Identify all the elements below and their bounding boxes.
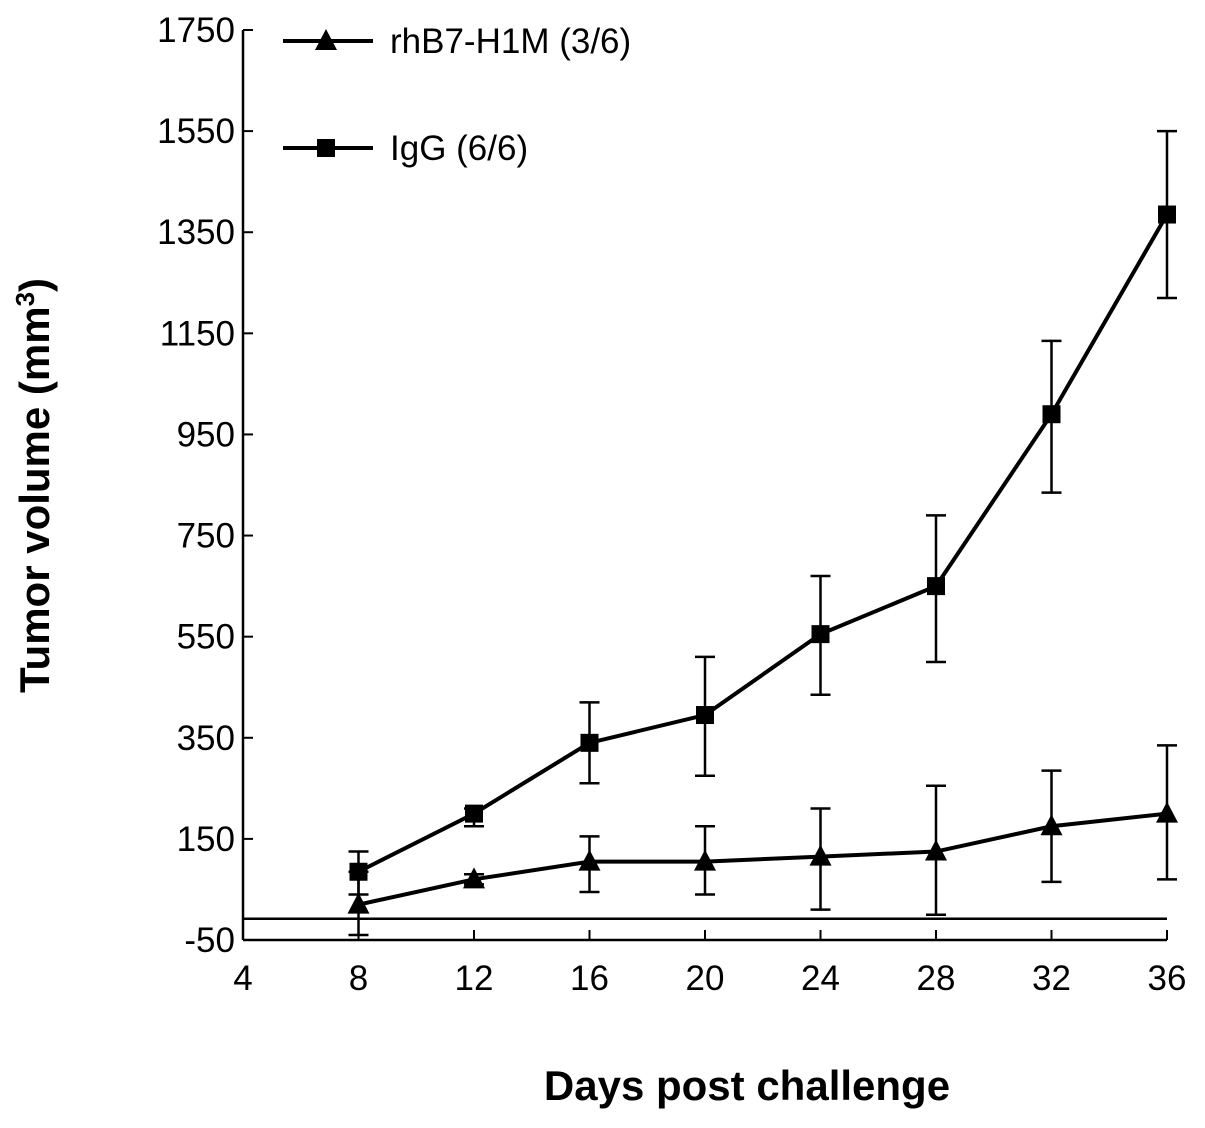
series-line-square (357, 213, 1169, 874)
x-tick-label-2: 12 (455, 959, 494, 998)
legend-label-square: IgG (6/6) (390, 129, 528, 168)
data-point-square-1 (465, 804, 483, 823)
series-triangle (347, 744, 1178, 937)
data-point-triangle-1 (463, 867, 485, 889)
legend-marker-triangle (315, 29, 337, 50)
data-point-triangle-2 (578, 849, 601, 871)
data-point-square-2 (580, 733, 599, 752)
data-point-square-6 (1042, 405, 1061, 424)
x-tick-label-7: 32 (1032, 959, 1071, 998)
y-tick-label-1: 150 (177, 820, 235, 859)
y-tick-label-5: 950 (177, 415, 235, 454)
data-point-square-7 (1158, 205, 1176, 224)
series-line-triangle (358, 811, 1168, 907)
x-tick-label-8: 36 (1148, 959, 1187, 998)
y-tick-label-7: 1350 (157, 213, 235, 252)
y-tick-label-4: 750 (177, 517, 235, 556)
legend-marker-square (317, 139, 335, 157)
y-axis-title-text: Tumor volume (mm (11, 305, 58, 693)
legend-label-triangle: rhB7-H1M (3/6) (390, 22, 631, 61)
x-tick-label-1: 8 (349, 959, 368, 998)
data-point-triangle-3 (694, 849, 716, 871)
x-tick-label-0: 4 (233, 959, 252, 998)
x-tick-label-3: 16 (570, 959, 609, 998)
y-tick-label-3: 550 (177, 618, 235, 657)
y-axis-title-close: ) (11, 277, 58, 292)
data-point-triangle-5 (925, 839, 947, 861)
series-square (348, 129, 1177, 896)
series-layer (347, 129, 1178, 937)
x-tick-label-4: 20 (686, 959, 725, 998)
data-point-triangle-7 (1156, 801, 1178, 823)
data-point-triangle-4 (809, 844, 832, 866)
x-axis-title: Days post challenge (544, 1062, 950, 1109)
x-tick-label-6: 28 (917, 959, 956, 998)
x-tick-label-5: 24 (801, 959, 840, 998)
data-point-triangle-6 (1040, 814, 1063, 836)
y-tick-label-9: 1750 (157, 11, 235, 50)
legend: rhB7-H1M (3/6) IgG (6/6) (283, 22, 631, 168)
data-point-square-5 (927, 577, 945, 596)
y-axis-title: Tumor volume (mm3) (10, 277, 59, 693)
y-axis-title-superscript: 3 (10, 291, 40, 306)
y-tick-label-8: 1550 (157, 112, 235, 151)
data-point-square-4 (811, 625, 830, 644)
data-point-triangle-0 (347, 892, 370, 914)
y-tick-label-6: 1150 (160, 314, 235, 353)
axes: -50 150 350 550 750 950 1150 1350 1550 1750 4 8 12 16… (157, 11, 1186, 998)
data-point-square-0 (349, 862, 368, 881)
data-point-square-3 (696, 706, 714, 725)
y-tick-label-2: 350 (177, 719, 235, 758)
y-tick-label-0: -50 (184, 921, 235, 960)
